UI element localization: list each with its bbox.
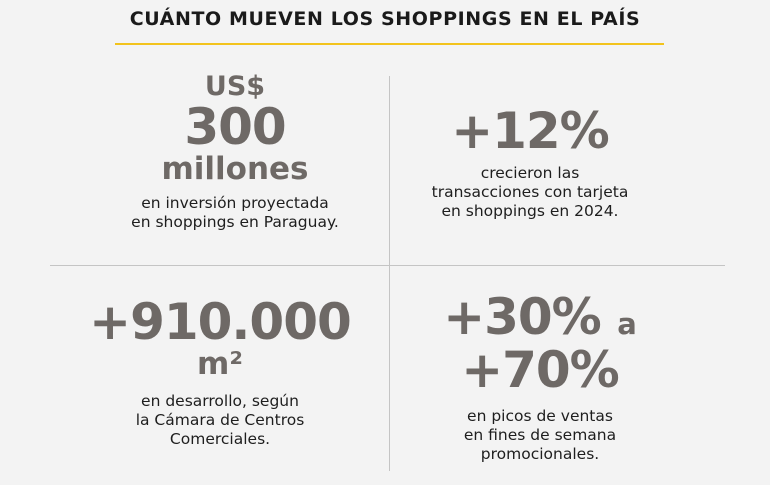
stat-investment-unit: millones bbox=[161, 151, 309, 187]
vertical-divider bbox=[389, 76, 390, 471]
stat-area: +910.000 m² en desarrollo, según la Cáma… bbox=[65, 297, 375, 449]
stat-sales-peaks-desc-line: promocionales. bbox=[480, 445, 600, 463]
stat-card-growth-value: +12% bbox=[451, 102, 610, 160]
stat-area-description: en desarrollo, según la Cámara de Centro… bbox=[65, 392, 375, 449]
stat-area-value: +910.000 bbox=[89, 293, 352, 351]
stat-card-growth-desc-line: en shoppings en 2024. bbox=[441, 202, 619, 220]
stat-sales-peaks: +30% a +70% en picos de ventas en fines … bbox=[385, 292, 695, 464]
horizontal-divider bbox=[50, 265, 725, 266]
stat-sales-peaks-range-start: +30% a bbox=[385, 292, 695, 342]
stat-card-growth-desc-line: transacciones con tarjeta bbox=[431, 183, 629, 201]
stat-area-desc-line: Comerciales. bbox=[169, 430, 271, 448]
stat-sales-peaks-to: +70% bbox=[461, 341, 620, 399]
stat-investment-desc-line: en inversión proyectada bbox=[141, 194, 329, 212]
stat-sales-peaks-desc-line: en fines de semana bbox=[463, 426, 617, 444]
stat-sales-peaks-from: +30% bbox=[443, 288, 602, 346]
stat-sales-peaks-desc-line: en picos de ventas bbox=[467, 407, 613, 425]
stat-area-desc-line: en desarrollo, según bbox=[141, 392, 299, 410]
stat-sales-peaks-description: en picos de ventas en fines de semana pr… bbox=[385, 407, 695, 464]
stat-area-unit: m² bbox=[197, 346, 243, 382]
stat-investment-value: 300 bbox=[184, 98, 286, 156]
stat-area-desc-line: la Cámara de Centros bbox=[135, 411, 305, 429]
stat-card-growth: +12% crecieron las transacciones con tar… bbox=[375, 106, 685, 221]
stat-sales-peaks-connector: a bbox=[617, 307, 637, 341]
stat-investment-desc-line: en shoppings en Paraguay. bbox=[131, 213, 339, 231]
title-underline bbox=[115, 43, 664, 45]
stat-investment-currency: US$ bbox=[204, 71, 266, 102]
stat-card-growth-desc-line: crecieron las bbox=[480, 164, 580, 182]
stat-investment-description: en inversión proyectada en shoppings en … bbox=[80, 194, 390, 232]
stat-investment: US$ 300 millones en inversión proyectada… bbox=[80, 73, 390, 232]
infographic-title: CUÁNTO MUEVEN LOS SHOPPINGS EN EL PAÍS bbox=[129, 8, 641, 30]
stat-card-growth-description: crecieron las transacciones con tarjeta … bbox=[375, 164, 685, 221]
